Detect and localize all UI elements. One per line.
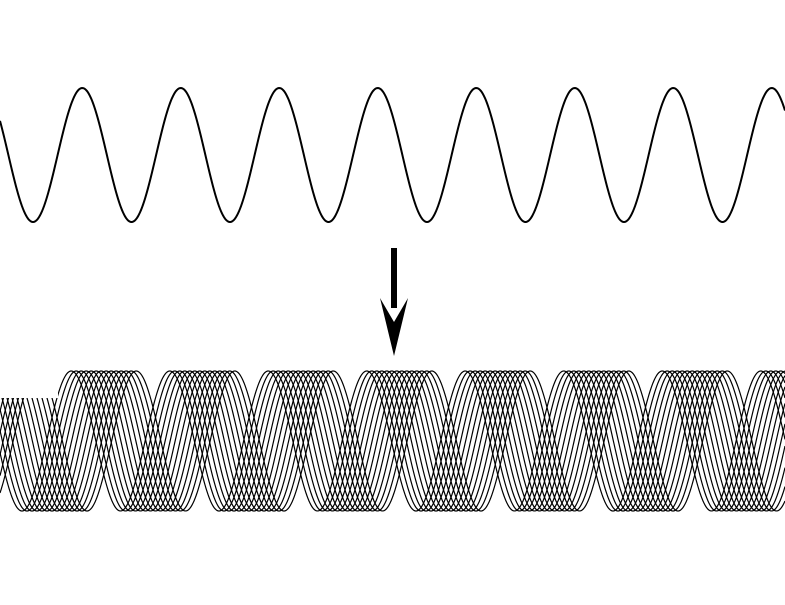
stacked-sine-curve <box>0 370 785 512</box>
stacked-sine-curve <box>0 370 785 512</box>
stacked-sine-curve <box>0 370 785 512</box>
top-sine-curve <box>0 87 785 224</box>
left-edge-mask <box>0 360 58 398</box>
stacked-sine-curve <box>0 370 785 512</box>
stacked-sine-curve <box>0 370 785 512</box>
stacked-sine-curve <box>0 370 785 512</box>
arrow-shaft <box>391 248 397 308</box>
stacked-sine-curve <box>0 370 785 512</box>
stacked-sine-curve <box>0 370 785 512</box>
bottom-stacked-sine-waves <box>0 360 785 512</box>
down-arrow-icon <box>380 248 408 356</box>
stacked-sine-curve <box>0 370 785 512</box>
stacked-sine-curve <box>0 370 785 512</box>
stacked-sine-curve <box>0 370 785 512</box>
stacked-sine-curve <box>0 370 785 512</box>
top-sine-wave <box>0 87 785 224</box>
arrow-head <box>380 298 408 356</box>
stacked-sine-curve <box>0 370 785 512</box>
